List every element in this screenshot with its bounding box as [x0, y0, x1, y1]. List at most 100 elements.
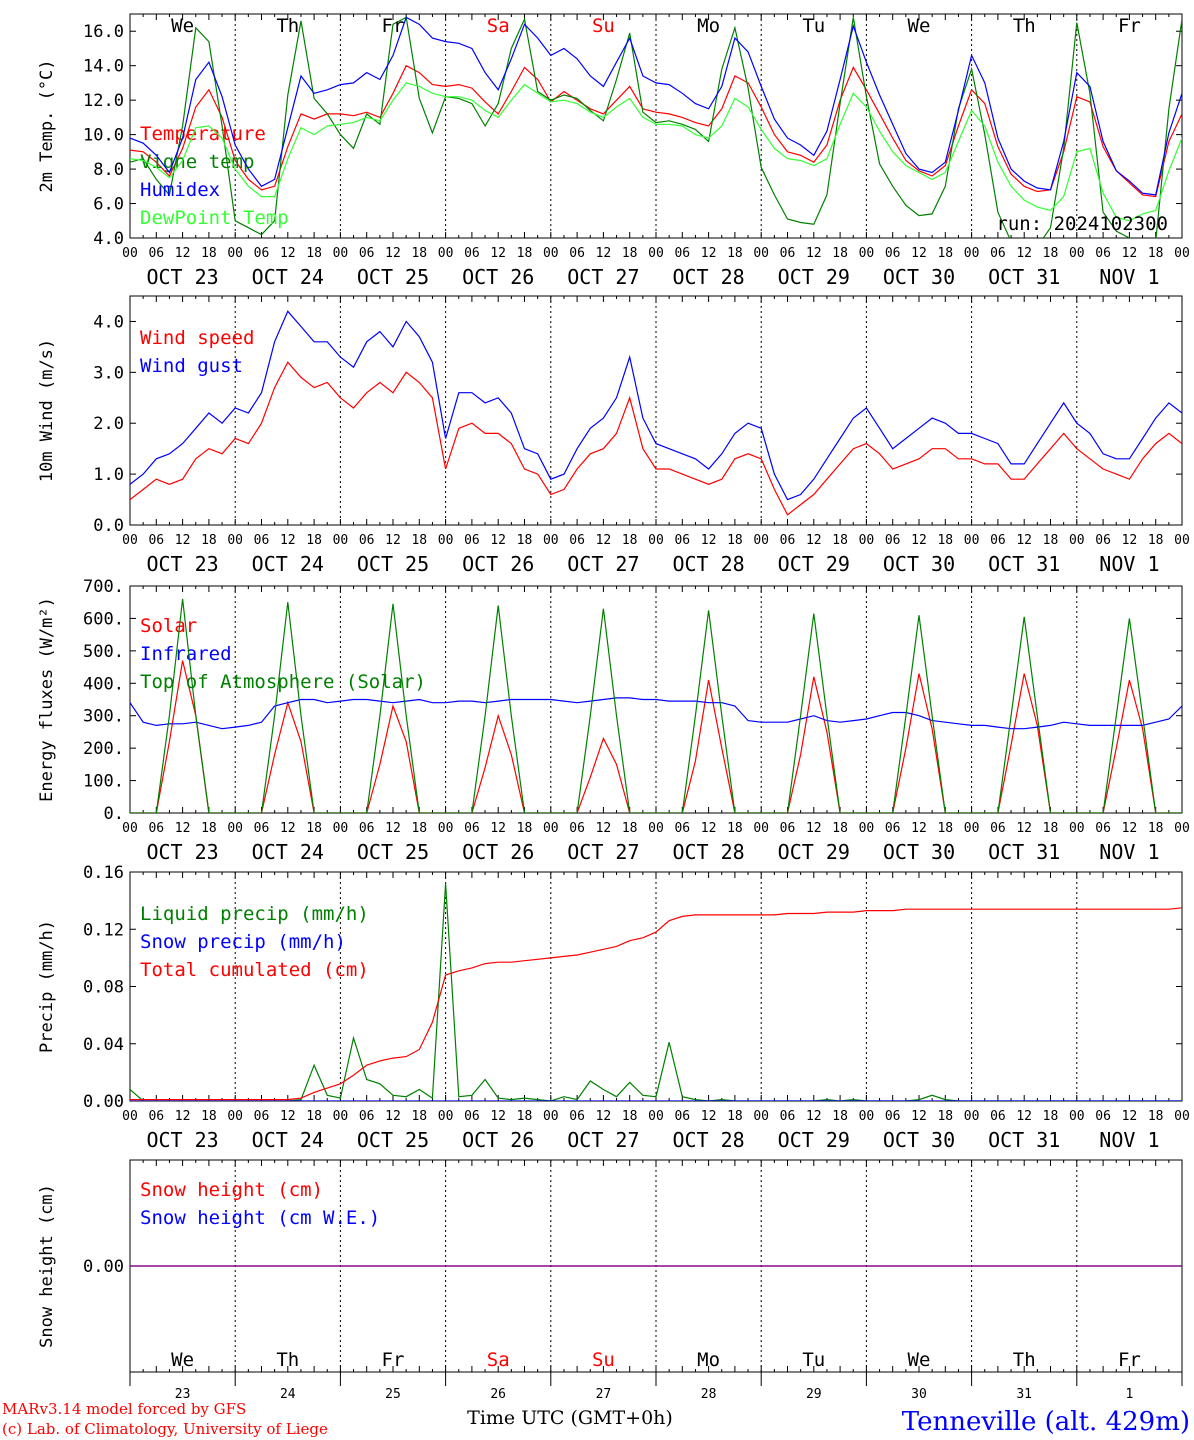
legend-entry: Liquid precip (mm/h) — [140, 903, 369, 925]
x-hour-label: 00 — [122, 1109, 138, 1124]
day-number: 1 — [1125, 1387, 1133, 1402]
x-hour-label: 12 — [701, 246, 717, 261]
legend-entry: Solar — [140, 615, 197, 637]
legend-entry: Snow height (cm) — [140, 1179, 323, 1201]
x-hour-label: 06 — [780, 821, 796, 836]
x-hour-label: 12 — [1122, 246, 1138, 261]
x-hour-label: 18 — [832, 533, 848, 548]
x-hour-label: 00 — [122, 246, 138, 261]
x-hour-label: 12 — [596, 246, 612, 261]
x-hour-label: 06 — [780, 533, 796, 548]
date-label: OCT 23 — [146, 265, 218, 289]
x-hour-label: 18 — [727, 1109, 743, 1124]
weekday-label: Sa — [487, 15, 510, 37]
series-line-humidex — [130, 16, 1182, 196]
legend-entry: Total cumulated (cm) — [140, 959, 369, 981]
y-tick-label: 10.0 — [83, 126, 124, 146]
y-tick-label: 0.12 — [83, 920, 124, 940]
x-hour-label: 12 — [385, 1109, 401, 1124]
date-label: OCT 28 — [672, 1128, 744, 1152]
y-tick-label: 0.16 — [83, 863, 124, 883]
weekday-label: Su — [592, 1349, 615, 1371]
x-hour-label: 00 — [1174, 533, 1190, 548]
y-axis-label: 10m Wind (m/s) — [37, 339, 57, 482]
x-hour-label: 12 — [280, 821, 296, 836]
x-hour-label: 18 — [832, 246, 848, 261]
date-label: OCT 25 — [357, 552, 429, 576]
station-name: Tenneville (alt. 429m) — [902, 1407, 1190, 1437]
x-hour-label: 18 — [1043, 1109, 1059, 1124]
day-number: 25 — [385, 1387, 401, 1402]
y-tick-label: 1.0 — [93, 465, 124, 485]
y-tick-label: 700. — [83, 577, 124, 597]
x-hour-label: 06 — [780, 1109, 796, 1124]
x-hour-label: 00 — [859, 246, 875, 261]
x-hour-label: 18 — [622, 821, 638, 836]
y-tick-label: 4.0 — [93, 312, 124, 332]
y-tick-label: 0.00 — [83, 1092, 124, 1112]
x-hour-label: 18 — [306, 533, 322, 548]
date-label: OCT 26 — [462, 1128, 534, 1152]
x-hour-label: 06 — [148, 1109, 164, 1124]
date-label: OCT 27 — [567, 552, 639, 576]
x-hour-label: 18 — [727, 821, 743, 836]
x-hour-label: 12 — [385, 821, 401, 836]
x-hour-label: 00 — [543, 533, 559, 548]
y-tick-label: 600. — [83, 609, 124, 629]
y-tick-label: 200. — [83, 739, 124, 759]
weekday-label: Sa — [487, 1349, 510, 1371]
x-hour-label: 06 — [464, 1109, 480, 1124]
x-hour-label: 18 — [517, 821, 533, 836]
x-hour-label: 06 — [885, 821, 901, 836]
date-label: OCT 25 — [357, 840, 429, 864]
x-hour-label: 06 — [359, 533, 375, 548]
legend-entry: Top of Atmosphere (Solar) — [140, 671, 426, 693]
date-label: OCT 30 — [883, 265, 955, 289]
x-hour-label: 00 — [964, 1109, 980, 1124]
weekday-label: We — [171, 15, 194, 37]
x-hour-label: 06 — [569, 1109, 585, 1124]
series-line-vigne-temp — [130, 16, 1182, 238]
weekday-label: Fr — [382, 1349, 405, 1371]
x-hour-label: 18 — [411, 1109, 427, 1124]
date-label: NOV 1 — [1099, 840, 1159, 864]
x-hour-label: 18 — [411, 533, 427, 548]
x-hour-label: 00 — [1069, 246, 1085, 261]
panel-precip: 0.00 0.04 0.08 0.12 0.16 Precip (mm/h) Liquid … — [37, 863, 1190, 1152]
x-hour-label: 18 — [1148, 1109, 1164, 1124]
x-hour-label: 12 — [806, 246, 822, 261]
x-hour-label: 18 — [201, 821, 217, 836]
x-hour-label: 12 — [385, 246, 401, 261]
x-hour-label: 12 — [1122, 1109, 1138, 1124]
date-label: OCT 30 — [883, 1128, 955, 1152]
x-hour-label: 06 — [674, 533, 690, 548]
x-hour-label: 12 — [280, 533, 296, 548]
date-label: OCT 29 — [778, 840, 850, 864]
x-hour-label: 18 — [411, 246, 427, 261]
x-hour-label: 18 — [306, 246, 322, 261]
x-hour-label: 00 — [1069, 1109, 1085, 1124]
x-hour-label: 00 — [753, 246, 769, 261]
date-label: OCT 25 — [357, 265, 429, 289]
x-hour-label: 12 — [596, 821, 612, 836]
x-hour-label: 06 — [1095, 533, 1111, 548]
x-hour-label: 00 — [648, 821, 664, 836]
x-hour-label: 06 — [569, 246, 585, 261]
x-hour-label: 18 — [1148, 821, 1164, 836]
day-number: 31 — [1016, 1387, 1032, 1402]
legend-entry: Snow height (cm W.E.) — [140, 1207, 380, 1229]
x-hour-label: 12 — [1016, 821, 1032, 836]
weekday-label: Th — [1013, 1349, 1036, 1371]
x-hour-label: 12 — [806, 1109, 822, 1124]
day-number: 30 — [911, 1387, 927, 1402]
x-hour-label: 06 — [254, 821, 270, 836]
weekday-label: Fr — [382, 15, 405, 37]
weekday-label: Fr — [1118, 1349, 1141, 1371]
x-hour-label: 12 — [175, 533, 191, 548]
panel-temperature: 4.0 6.0 8.0 10.0 12.0 14.0 16.0 2m Temp. (°C) Te… — [37, 13, 1190, 289]
y-axis-label: Precip (mm/h) — [37, 920, 57, 1053]
x-hour-label: 12 — [701, 1109, 717, 1124]
x-hour-label: 06 — [464, 533, 480, 548]
date-label: OCT 30 — [883, 552, 955, 576]
x-hour-label: 18 — [201, 246, 217, 261]
